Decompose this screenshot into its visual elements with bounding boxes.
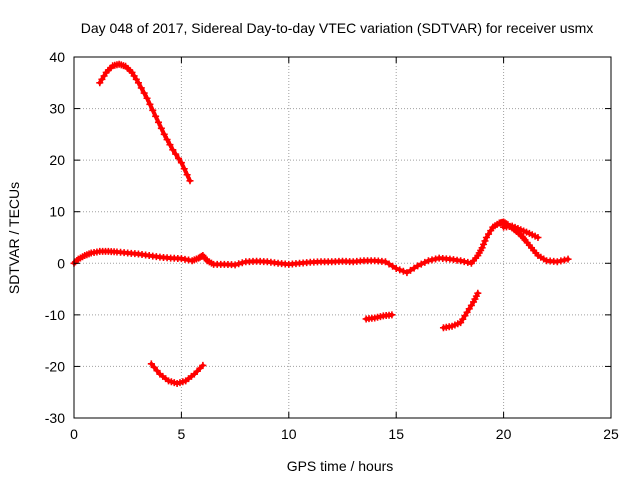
data-point [478, 244, 486, 252]
axis-ticks: 0 5 10 15 20 25 -30 -20 -10 0 10 20 30 40 [45, 49, 619, 442]
series-arc-low [147, 360, 207, 387]
data-point [457, 257, 465, 265]
data-point [460, 258, 468, 266]
data-point [424, 257, 432, 265]
data-point [534, 234, 542, 241]
series-arc-high [96, 60, 194, 185]
data-point [183, 171, 191, 179]
data-point [172, 150, 180, 158]
y-tick-label: 30 [49, 101, 65, 117]
data-point [432, 255, 440, 263]
series-main-track [70, 218, 572, 277]
series-upper-branch [500, 222, 542, 241]
series-mid-right-segment [439, 289, 482, 332]
plot-frame [73, 56, 612, 419]
y-tick-label: 10 [49, 204, 65, 220]
data-point [560, 256, 568, 264]
data-series [70, 60, 572, 387]
data-point [134, 79, 142, 87]
data-point [235, 260, 243, 268]
data-point [464, 258, 472, 266]
series-mid-left-segment [362, 311, 396, 323]
data-point [166, 141, 174, 149]
chart-title: Day 048 of 2017, Sidereal Day-to-day VTE… [81, 20, 594, 36]
x-tick-label: 5 [178, 426, 186, 442]
y-tick-label: 20 [49, 152, 65, 168]
y-axis-label: SDTVAR / TECUs [6, 182, 22, 294]
data-point [186, 177, 194, 185]
data-point [399, 267, 407, 275]
data-point [481, 237, 489, 245]
data-point [480, 240, 488, 248]
y-tick-label: -30 [45, 410, 65, 426]
data-point [388, 311, 396, 319]
x-tick-label: 10 [281, 426, 297, 442]
data-point [381, 258, 389, 266]
data-point [428, 256, 436, 264]
data-point [389, 262, 397, 270]
data-point [199, 361, 207, 369]
data-point [169, 146, 177, 154]
data-point [140, 89, 148, 97]
data-point [143, 94, 151, 102]
y-tick-label: -20 [45, 358, 65, 374]
data-point [392, 264, 400, 272]
y-tick-label: 0 [57, 255, 65, 271]
data-point [557, 257, 565, 265]
data-point [417, 260, 425, 268]
x-tick-label: 0 [70, 426, 78, 442]
data-point [396, 266, 404, 274]
data-point [157, 124, 165, 132]
y-tick-label: 40 [49, 49, 65, 65]
data-point [421, 258, 429, 266]
data-point [403, 269, 411, 277]
data-point [180, 165, 188, 173]
data-point [160, 130, 168, 138]
data-point [474, 289, 482, 297]
data-point [231, 261, 239, 269]
x-tick-label: 20 [496, 426, 512, 442]
x-tick-label: 25 [603, 426, 619, 442]
data-point [407, 266, 415, 274]
y-tick-label: -10 [45, 307, 65, 323]
data-point [414, 262, 422, 270]
data-point [177, 159, 185, 167]
x-axis-label: GPS time / hours [287, 458, 394, 474]
x-tick-label: 15 [388, 426, 404, 442]
data-point [149, 106, 157, 114]
data-point [410, 264, 418, 272]
data-point [137, 84, 145, 92]
data-point [175, 154, 183, 162]
data-point [152, 112, 160, 120]
data-point [146, 100, 154, 108]
data-point [385, 260, 393, 268]
data-point [553, 258, 561, 266]
data-point [238, 259, 246, 267]
grid-lines [74, 57, 611, 418]
data-point [564, 255, 572, 263]
data-point [154, 118, 162, 126]
data-point [163, 136, 171, 144]
